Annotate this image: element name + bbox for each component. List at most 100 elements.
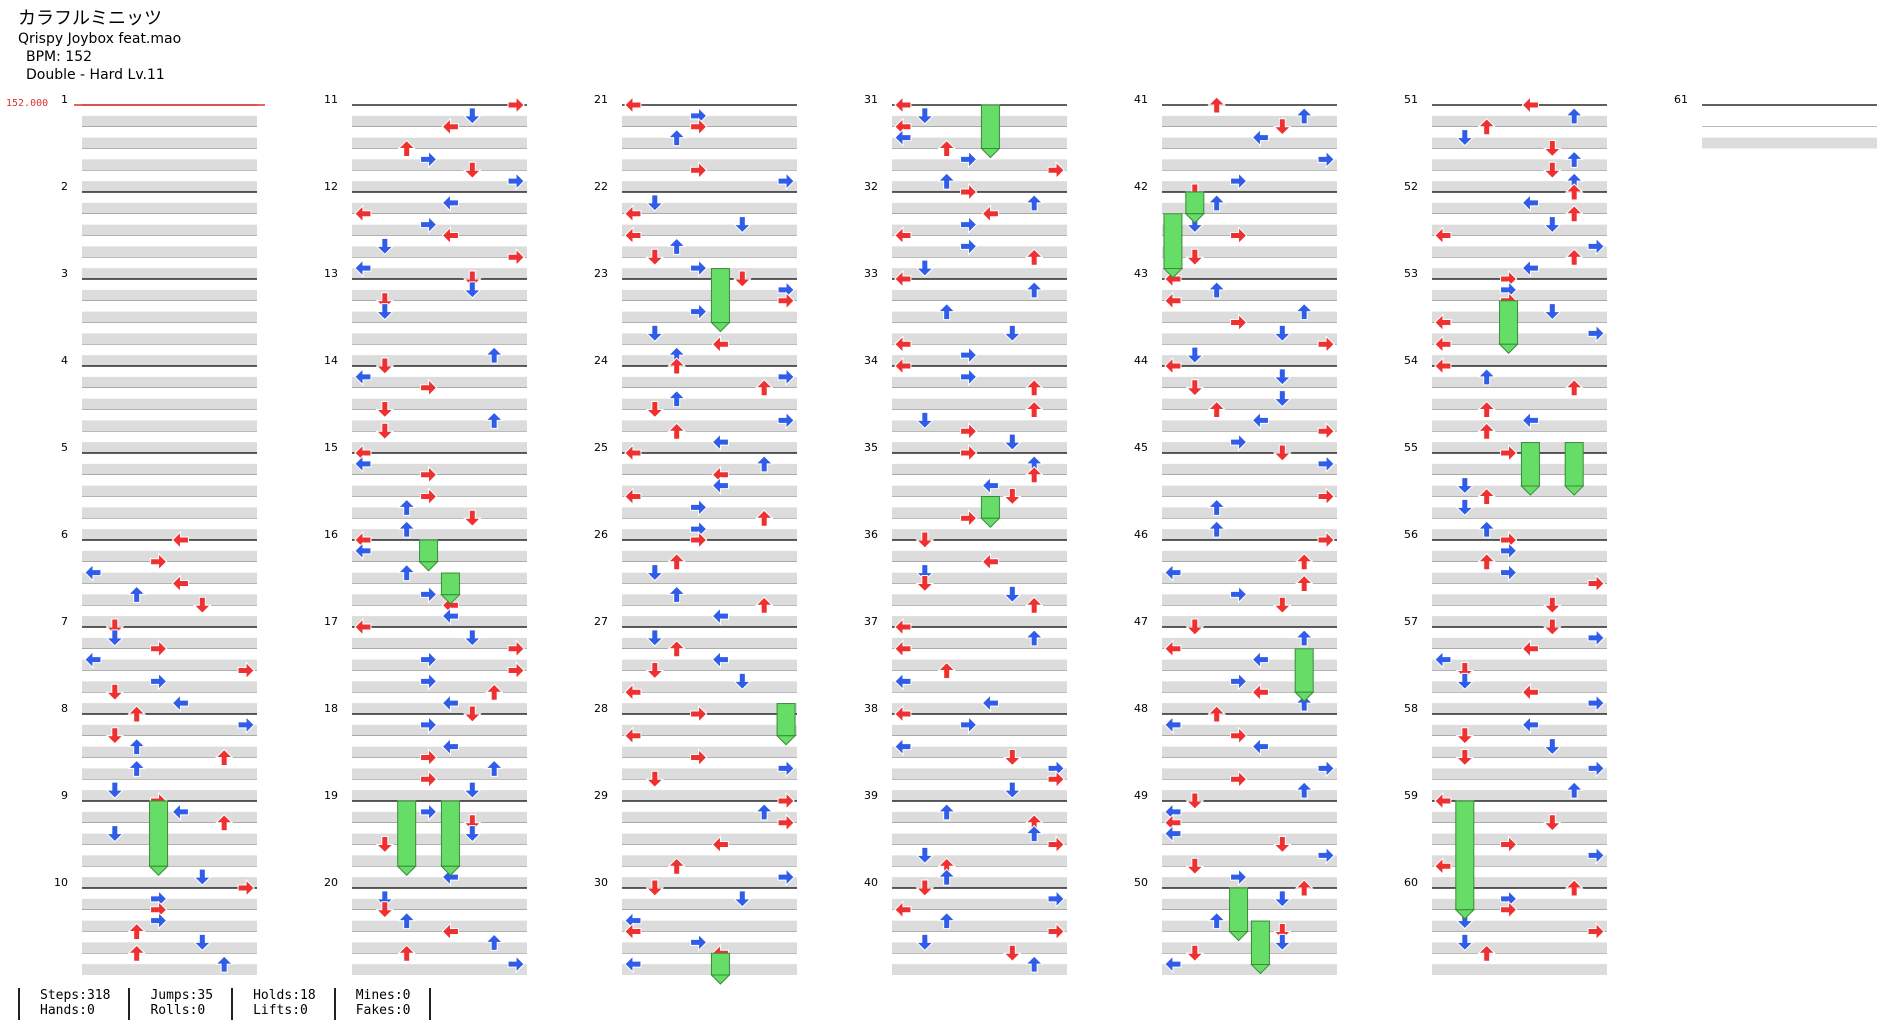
right-arrow-icon [1587, 922, 1605, 941]
down-arrow-icon [733, 270, 752, 288]
down-arrow-icon [1003, 749, 1022, 767]
right-arrow-icon [420, 585, 438, 604]
down-arrow-icon [1543, 738, 1562, 756]
up-arrow-icon [667, 237, 686, 255]
left-arrow-icon [894, 226, 912, 245]
beat-band [892, 855, 1067, 867]
right-arrow-icon [420, 650, 438, 669]
up-arrow-icon [484, 683, 504, 701]
down-arrow-icon [645, 401, 665, 419]
beat-band [892, 703, 1067, 714]
beat-band [622, 942, 797, 954]
down-arrow-icon [105, 825, 125, 843]
beat-band [352, 289, 527, 301]
up-arrow-icon [1294, 879, 1314, 897]
down-arrow-icon [193, 933, 212, 952]
up-arrow-icon [1477, 520, 1496, 538]
hold-tail [980, 517, 1001, 528]
beat-band [1432, 659, 1607, 671]
beat-band [622, 594, 797, 606]
beat-band [82, 724, 257, 736]
beat-band [892, 594, 1067, 606]
right-arrow-icon [1230, 770, 1248, 789]
up-arrow-icon [1207, 705, 1226, 723]
beat-band [82, 898, 257, 910]
beat-band [82, 637, 257, 649]
down-arrow-icon [1455, 749, 1475, 767]
right-arrow-icon [237, 661, 255, 680]
up-arrow-icon [127, 944, 146, 962]
down-arrow-icon [1003, 488, 1022, 506]
beat-band [892, 268, 1067, 279]
beat-band [352, 115, 527, 127]
right-arrow-icon [960, 509, 978, 528]
up-arrow-icon [937, 803, 956, 821]
right-arrow-icon [420, 487, 438, 506]
down-arrow-icon [645, 564, 665, 582]
measure-number: 45 [1134, 441, 1148, 454]
beat-band [892, 920, 1067, 932]
down-arrow-icon [1185, 857, 1205, 875]
down-arrow-icon [1455, 498, 1475, 517]
down-arrow-icon [1273, 444, 1292, 462]
right-arrow-icon [960, 237, 978, 256]
beat-band [1162, 594, 1337, 606]
down-arrow-icon [375, 836, 395, 854]
up-arrow-icon [1207, 911, 1226, 930]
beat-band [1162, 898, 1337, 910]
up-arrow-icon [754, 379, 774, 397]
beat-band [622, 898, 797, 910]
beat-band [82, 376, 257, 388]
hold-body [1499, 300, 1519, 345]
stats-group-steps: Steps:318 Hands:0 [18, 988, 128, 1020]
bpm-change-marker: 152.000 [6, 98, 49, 109]
down-arrow-icon [1185, 792, 1205, 810]
measure-number: 48 [1134, 702, 1148, 715]
right-arrow-icon [420, 770, 438, 789]
beat-band [1432, 550, 1607, 562]
beat-band [1162, 507, 1337, 519]
beat-band [82, 159, 257, 171]
down-arrow-icon [1003, 433, 1022, 451]
beat-band [892, 289, 1067, 301]
beat-band [352, 420, 527, 432]
down-arrow-icon [1003, 585, 1022, 604]
down-arrow-icon [375, 401, 395, 419]
beat-band [892, 376, 1067, 388]
right-arrow-icon [690, 498, 708, 517]
left-arrow-icon [1164, 715, 1182, 735]
beat-band [1432, 246, 1607, 258]
down-arrow-icon [463, 509, 482, 527]
right-arrow-icon [150, 639, 168, 658]
measure-number: 24 [594, 354, 608, 367]
beat-band [1162, 485, 1337, 497]
measure-number: 59 [1404, 789, 1418, 802]
right-arrow-icon [420, 465, 438, 484]
down-arrow-icon [733, 672, 752, 691]
down-arrow-icon [463, 814, 482, 832]
left-arrow-icon [894, 617, 912, 637]
beat-band [622, 507, 797, 519]
up-arrow-icon [1294, 302, 1314, 321]
hold-body [440, 572, 460, 596]
hold-body [1163, 213, 1183, 270]
up-arrow-icon [754, 455, 774, 473]
up-arrow-icon [1564, 150, 1584, 168]
hold-body [710, 952, 730, 976]
beat-band [1432, 768, 1607, 780]
right-arrow-icon [1230, 867, 1248, 887]
down-arrow-icon [1185, 248, 1205, 266]
measure-number: 57 [1404, 615, 1418, 628]
hold-body [1520, 442, 1540, 487]
measure-number: 54 [1404, 354, 1418, 367]
right-arrow-icon [1047, 835, 1065, 854]
down-arrow-icon [1543, 216, 1562, 234]
beat-band [1432, 942, 1607, 954]
beat-band [1162, 137, 1337, 149]
measure-number: 16 [324, 528, 338, 541]
beat-band [1162, 529, 1337, 540]
beat-band [892, 616, 1067, 627]
down-arrow-icon [463, 270, 482, 288]
beat-band [1162, 637, 1337, 649]
beat-band [352, 159, 527, 171]
